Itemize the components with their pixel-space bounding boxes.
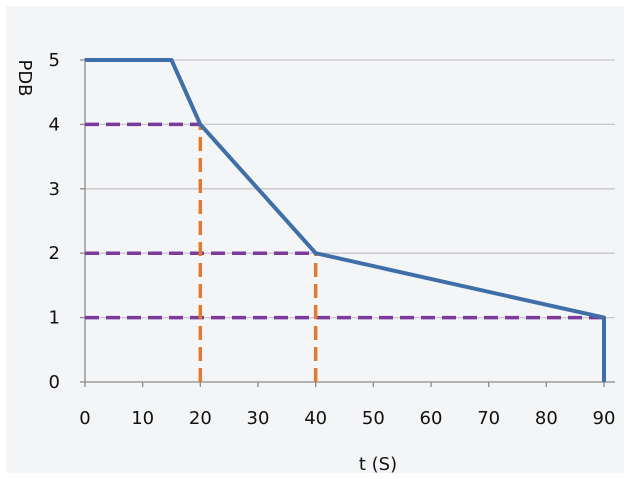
y-tick-label-1: 1: [49, 308, 60, 329]
series-line-0: [85, 58, 606, 382]
y-tick-label-2: 2: [49, 243, 60, 264]
y-axis-title: PDB: [14, 59, 35, 96]
x-tick-label-70: 70: [477, 408, 500, 429]
y-tick-labels: 0 1 2 3 4 5: [49, 50, 60, 393]
reference-lines: [85, 122, 604, 382]
x-tick-label-20: 20: [189, 408, 212, 429]
x-tick-label-80: 80: [535, 408, 558, 429]
y-tick-label-4: 4: [49, 114, 60, 135]
x-tick-labels: 0 10 20 30 40 50 60 70 80 90: [79, 408, 615, 429]
y-tick-label-0: 0: [49, 372, 60, 393]
chart-background: [6, 6, 624, 473]
grid-lines: [85, 59, 615, 319]
x-tick-label-0: 0: [79, 408, 90, 429]
axes: [80, 58, 615, 387]
x-tick-label-10: 10: [131, 408, 154, 429]
y-tick-label-3: 3: [49, 179, 60, 200]
x-tick-label-60: 60: [420, 408, 443, 429]
x-tick-label-30: 30: [247, 408, 270, 429]
x-tick-label-50: 50: [362, 408, 385, 429]
x-axis-title: t (S): [359, 454, 397, 475]
x-tick-label-90: 90: [593, 408, 616, 429]
series-group: [85, 58, 606, 382]
x-tick-label-40: 40: [304, 408, 327, 429]
y-tick-label-5: 5: [49, 50, 60, 71]
